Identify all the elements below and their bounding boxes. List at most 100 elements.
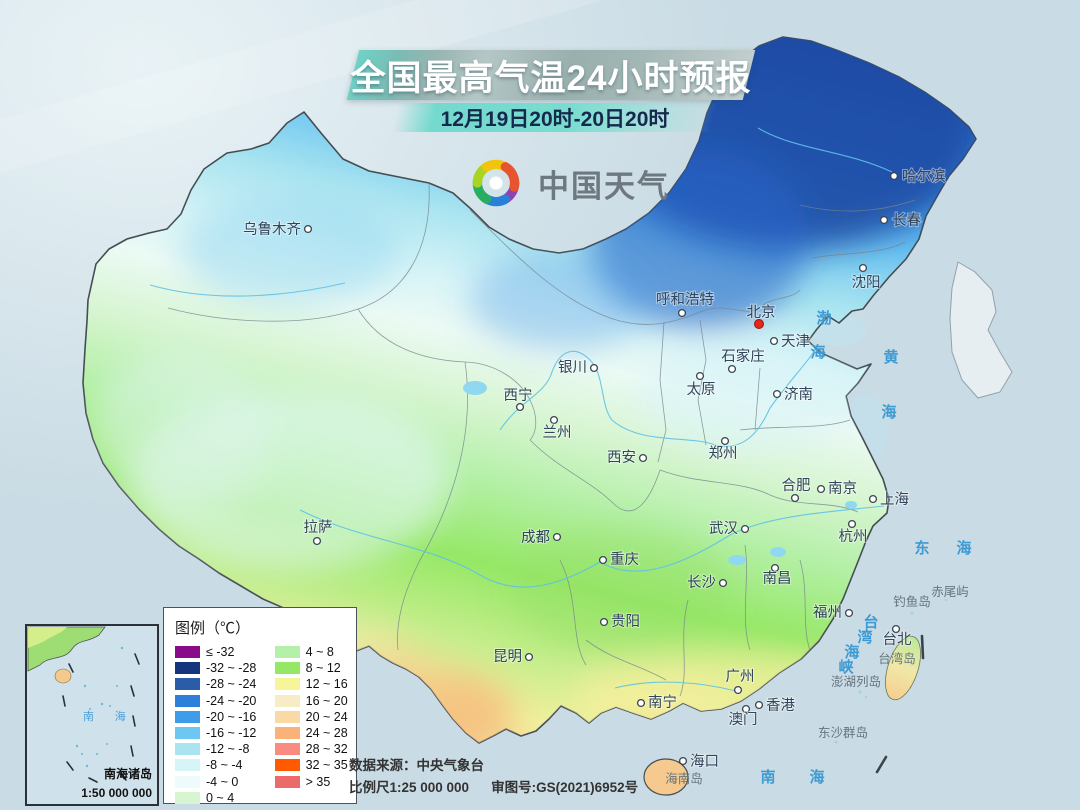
legend-color-swatch	[175, 759, 200, 772]
city-dot	[816, 484, 826, 494]
city-marker-上海: 上海	[868, 490, 910, 509]
city-marker-郑州: 郑州	[708, 436, 739, 463]
city-dot	[599, 617, 609, 627]
legend-color-swatch	[274, 694, 300, 707]
city-marker-南昌: 南昌	[762, 563, 793, 588]
city-label: 济南	[784, 386, 813, 403]
city-marker-台北: 台北	[882, 624, 913, 649]
area-label-澎湖列岛: 澎湖列岛	[831, 674, 881, 689]
legend-color-swatch	[274, 662, 300, 675]
city-label: 上海	[880, 491, 909, 508]
data-source-line: 数据来源：中央气象台	[349, 755, 638, 777]
city-marker-南宁: 南宁	[636, 693, 678, 712]
city-label: 太原	[687, 381, 716, 398]
city-label: 西宁	[504, 387, 533, 404]
city-label: 郑州	[709, 445, 738, 462]
city-label: 福州	[813, 604, 842, 621]
city-label: 广州	[726, 668, 755, 685]
city-dot	[790, 493, 800, 503]
city-dot	[718, 578, 728, 588]
city-dot	[769, 336, 779, 346]
area-label-钓鱼岛: 钓鱼岛	[893, 594, 931, 609]
legend-range-label: 8 ~ 12	[305, 661, 341, 676]
city-marker-沈阳: 沈阳	[851, 263, 882, 292]
inset-scale: 1:50 000 000	[81, 786, 152, 800]
map-scale: 比例尺1:25 000 000	[349, 780, 470, 795]
city-marker-太原: 太原	[686, 371, 717, 399]
legend-color-swatch	[274, 678, 300, 691]
city-dot	[695, 371, 705, 381]
legend-color-swatch	[274, 759, 300, 772]
city-marker-福州: 福州	[812, 603, 854, 622]
dash-line-segments	[875, 634, 925, 774]
city-label: 成都	[521, 529, 550, 546]
approval-number: 审图号:GS(2021)6952号	[491, 780, 639, 795]
city-label: 武汉	[709, 520, 738, 537]
legend-item: -12 ~ -8	[175, 741, 265, 757]
legend-range-label: -20 ~ -16	[206, 709, 257, 724]
city-marker-重庆: 重庆	[598, 550, 640, 569]
city-label: 重庆	[610, 551, 639, 568]
city-label: 天津	[781, 333, 810, 350]
city-marker-乌鲁木齐: 乌鲁木齐	[242, 220, 313, 239]
area-label-东沙群岛: 东沙群岛	[818, 725, 868, 740]
legend-color-swatch	[175, 662, 200, 675]
city-marker-成都: 成都	[520, 528, 562, 547]
svg-text:海: 海	[809, 768, 824, 786]
legend-grid: ≤ -32 -32 ~ -28 -28 ~ -24 -24 ~ -20 -20 ~ -1…	[175, 644, 356, 806]
city-label: 合肥	[782, 477, 811, 494]
svg-text:东: 东	[914, 539, 929, 557]
sea-label-渤海: 渤海	[810, 309, 831, 361]
legend-item: ≤ -32	[175, 644, 265, 660]
city-marker-长春: 长春	[879, 211, 922, 230]
legend-item: -8 ~ -4	[175, 757, 265, 773]
small-islands	[834, 598, 948, 744]
sea-label-黄海: 黄海	[881, 348, 898, 421]
legend-color-swatch	[175, 727, 200, 740]
legend-range-label: 16 ~ 20	[305, 693, 348, 708]
legend-range-label: 20 ~ 24	[305, 709, 348, 724]
legend-color-swatch	[175, 743, 200, 756]
city-dot	[847, 519, 857, 529]
city-marker-哈尔滨: 哈尔滨	[889, 167, 947, 186]
city-dot	[733, 685, 743, 695]
city-marker-西安: 西安	[606, 448, 648, 467]
city-dot	[678, 756, 688, 766]
city-marker-贵阳: 贵阳	[599, 612, 641, 631]
legend-range-label: 28 ~ 32	[305, 742, 348, 757]
city-label: 长沙	[687, 574, 716, 591]
pinwheel-petal	[500, 162, 520, 192]
city-marker-长沙: 长沙	[686, 573, 728, 592]
legend-range-label: 24 ~ 28	[305, 726, 348, 741]
legend-color-swatch	[175, 646, 200, 659]
city-dot	[740, 524, 750, 534]
city-marker-西宁: 西宁	[503, 386, 534, 412]
legend-color-swatch	[274, 727, 300, 740]
svg-text:台: 台	[863, 613, 878, 631]
city-label: 昆明	[493, 649, 522, 665]
inset-sea-label: 南 海	[83, 711, 135, 723]
logo-text: 中国天气	[538, 168, 670, 204]
city-dot	[889, 171, 899, 181]
inset-title: 南海诸岛	[103, 767, 152, 781]
svg-text:海: 海	[810, 343, 825, 361]
logo-pinwheel-icon	[472, 159, 520, 207]
city-label: 石家庄	[721, 347, 765, 365]
city-dot	[598, 555, 608, 565]
legend-range-label: 0 ~ 4	[206, 790, 235, 805]
legend-color-swatch	[175, 791, 200, 804]
city-dot	[552, 532, 562, 542]
hainan-island	[643, 758, 689, 796]
city-dot	[772, 389, 782, 399]
city-marker-兰州: 兰州	[542, 415, 573, 442]
city-dot	[589, 363, 599, 373]
data-source: 数据来源：中央气象台	[349, 758, 484, 773]
legend-range-label: -32 ~ -28	[206, 661, 257, 676]
south-china-sea-inset: 南 海 南海诸岛 1:50 000 000	[25, 624, 159, 806]
legend-range-label: > 35	[305, 774, 331, 789]
city-marker-银川: 银川	[557, 358, 599, 377]
legend-item: -24 ~ -20	[175, 693, 265, 709]
svg-text:峡: 峡	[838, 658, 854, 676]
scale-approval-line: 比例尺1:25 000 000 审图号:GS(2021)6952号	[349, 777, 638, 799]
legend-title: 图例（℃）	[175, 620, 251, 637]
